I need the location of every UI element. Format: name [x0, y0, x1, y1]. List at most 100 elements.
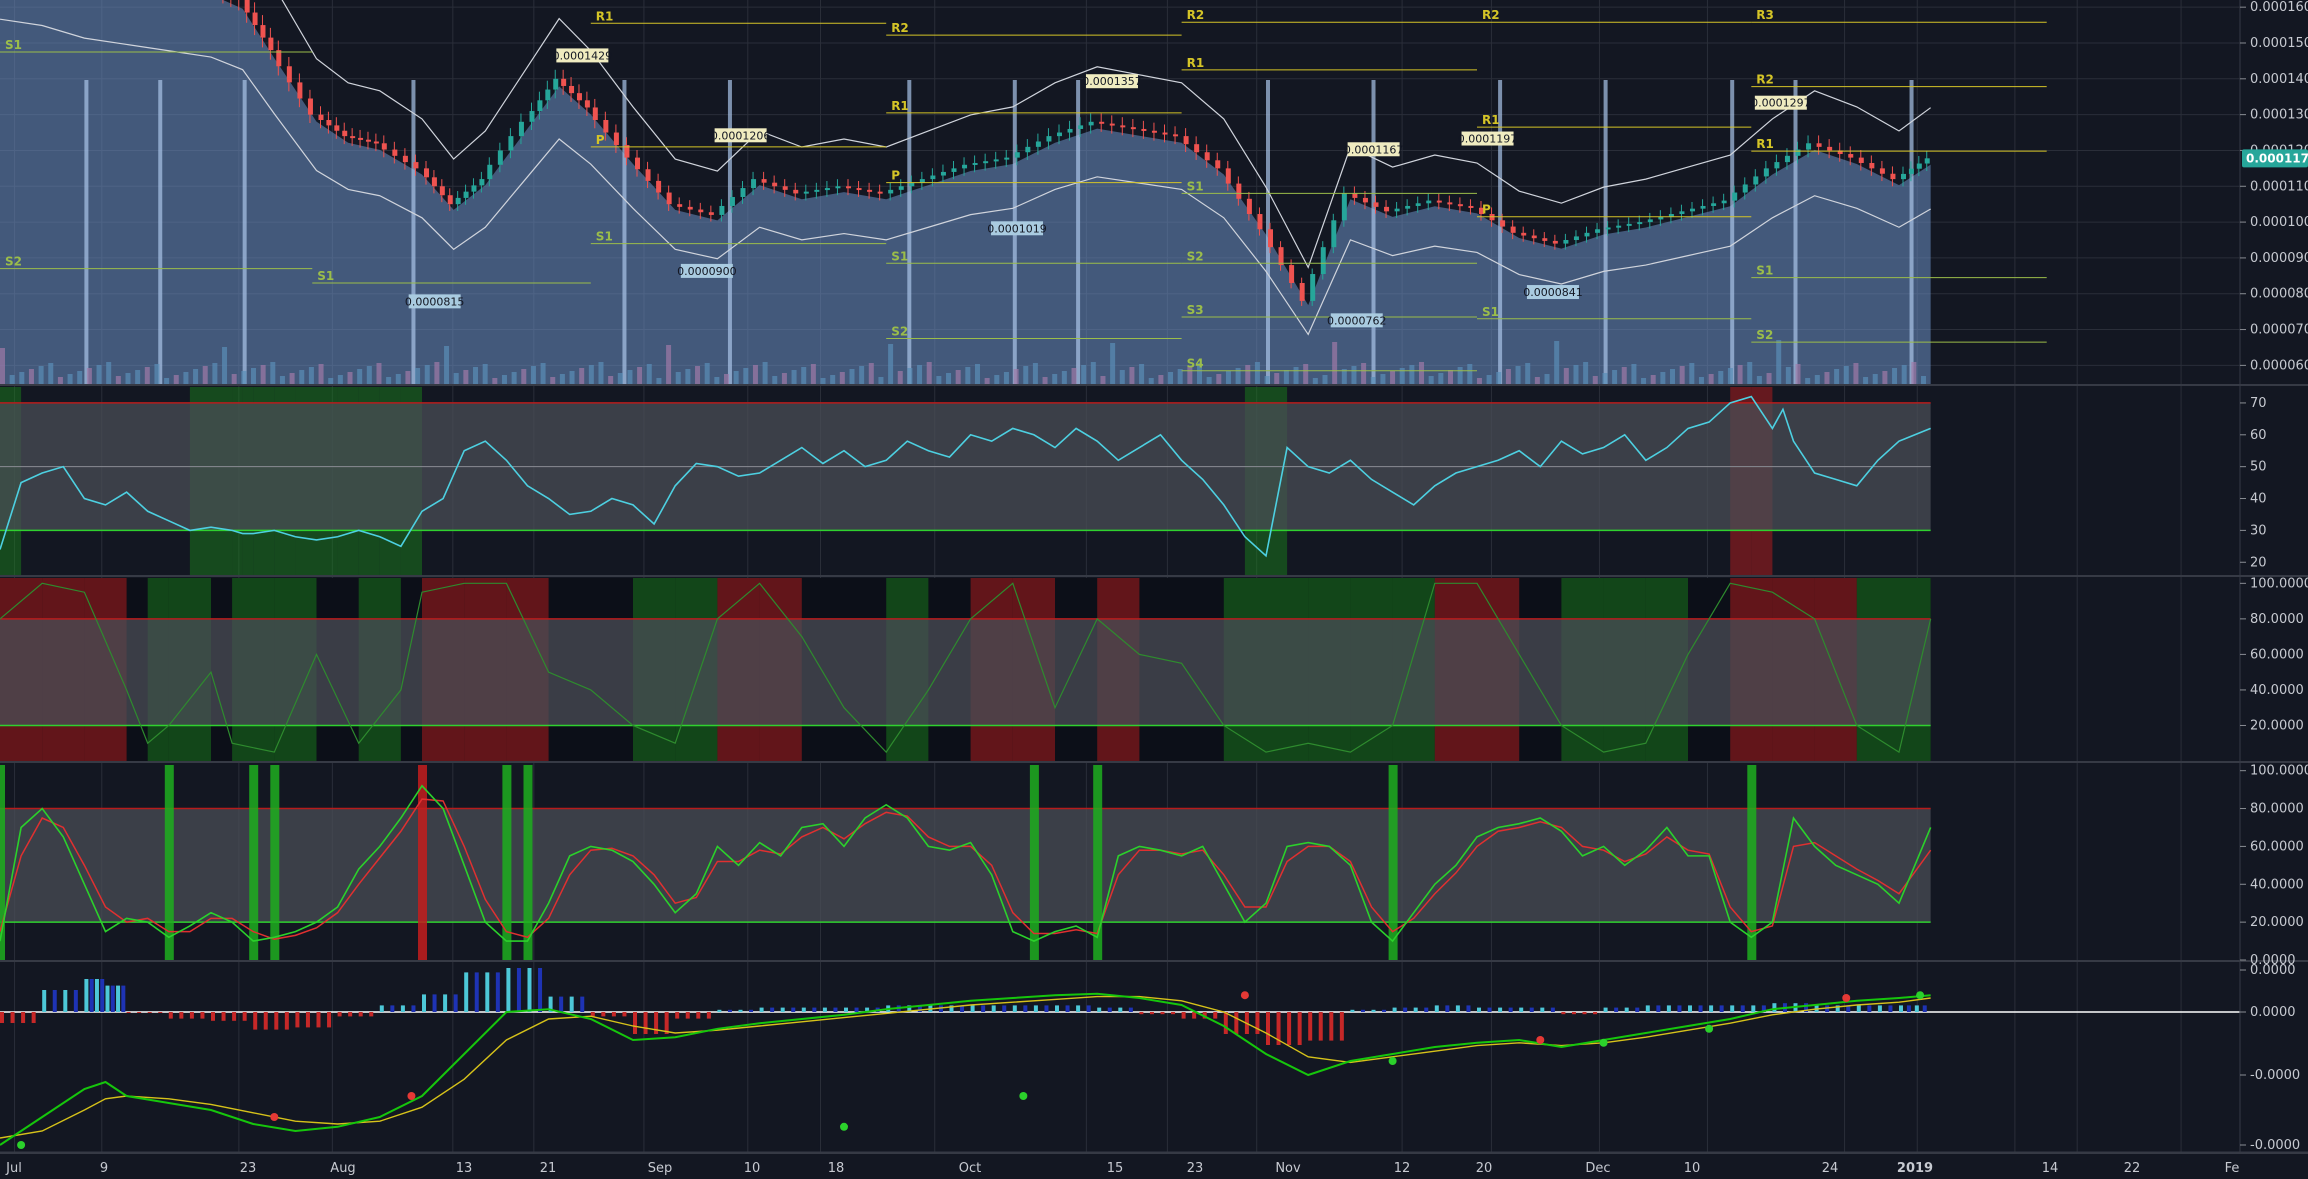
candle[interactable]: [635, 157, 640, 170]
candle[interactable]: [835, 186, 841, 189]
candle[interactable]: [993, 159, 999, 162]
candle[interactable]: [983, 161, 989, 164]
candle[interactable]: [1394, 208, 1400, 212]
candle[interactable]: [1647, 219, 1653, 223]
candle[interactable]: [276, 50, 282, 67]
candle[interactable]: [1658, 216, 1664, 220]
candle[interactable]: [824, 188, 830, 191]
candle[interactable]: [576, 93, 582, 101]
candle[interactable]: [553, 78, 559, 90]
candle[interactable]: [1531, 235, 1537, 239]
candle[interactable]: [1130, 127, 1136, 130]
candle[interactable]: [1384, 206, 1390, 212]
candle[interactable]: [1057, 132, 1062, 137]
candle[interactable]: [1183, 136, 1189, 145]
candle[interactable]: [1784, 155, 1790, 163]
candle[interactable]: [1373, 202, 1379, 207]
candle[interactable]: [268, 37, 274, 51]
candle[interactable]: [1742, 184, 1748, 193]
candle[interactable]: [297, 82, 303, 99]
candle[interactable]: [1436, 200, 1442, 203]
candle[interactable]: [898, 186, 904, 190]
candle[interactable]: [1236, 183, 1242, 199]
candle[interactable]: [1700, 205, 1706, 209]
candle[interactable]: [358, 137, 364, 140]
candle[interactable]: [930, 175, 936, 180]
candle[interactable]: [1626, 223, 1632, 226]
candle[interactable]: [497, 150, 503, 165]
candle[interactable]: [487, 164, 493, 180]
candle[interactable]: [1479, 207, 1484, 215]
candle[interactable]: [803, 191, 809, 194]
candle[interactable]: [1679, 211, 1685, 215]
candle[interactable]: [439, 186, 445, 196]
candle[interactable]: [1109, 123, 1115, 126]
candle[interactable]: [365, 139, 371, 142]
candle[interactable]: [1827, 146, 1833, 151]
candle[interactable]: [537, 100, 543, 112]
candle[interactable]: [318, 114, 324, 120]
candle[interactable]: [1362, 197, 1368, 203]
candle[interactable]: [1521, 232, 1527, 236]
candle[interactable]: [342, 130, 348, 137]
candle[interactable]: [584, 100, 590, 108]
candle[interactable]: [708, 212, 714, 215]
candle[interactable]: [334, 125, 340, 131]
candle[interactable]: [677, 204, 683, 207]
candle[interactable]: [1732, 192, 1738, 201]
candle[interactable]: [1141, 128, 1147, 131]
candle[interactable]: [1924, 158, 1930, 164]
macd-panel[interactable]: [0, 968, 2240, 1149]
candle[interactable]: [814, 189, 820, 192]
candle[interactable]: [772, 182, 778, 187]
candle[interactable]: [1331, 220, 1337, 248]
candle[interactable]: [1310, 274, 1316, 301]
candle[interactable]: [940, 171, 946, 176]
candle[interactable]: [569, 85, 575, 94]
candle[interactable]: [1173, 134, 1179, 137]
candle[interactable]: [1194, 144, 1200, 153]
candle[interactable]: [1415, 203, 1421, 206]
candle[interactable]: [1595, 229, 1601, 233]
candle[interactable]: [1299, 282, 1305, 301]
candle[interactable]: [909, 182, 915, 187]
stoch-k-line[interactable]: [0, 784, 1932, 943]
candle[interactable]: [1908, 168, 1914, 174]
candle[interactable]: [1500, 220, 1506, 227]
candle[interactable]: [381, 143, 387, 150]
candle[interactable]: [1890, 173, 1896, 180]
candle[interactable]: [656, 180, 662, 193]
candle[interactable]: [307, 98, 313, 115]
candle[interactable]: [1320, 247, 1326, 275]
candle[interactable]: [888, 189, 894, 194]
candle[interactable]: [1204, 152, 1210, 161]
candle[interactable]: [424, 168, 429, 178]
candle[interactable]: [624, 145, 630, 158]
candle[interactable]: [698, 209, 704, 213]
candle[interactable]: [1035, 141, 1041, 147]
candle[interactable]: [1067, 128, 1073, 133]
candle[interactable]: [1457, 204, 1463, 207]
candle[interactable]: [1795, 149, 1801, 156]
candle[interactable]: [447, 195, 453, 205]
candle[interactable]: [1257, 214, 1263, 230]
candle[interactable]: [687, 206, 693, 210]
candle[interactable]: [350, 136, 356, 139]
candle[interactable]: [1215, 160, 1221, 169]
candle[interactable]: [867, 189, 873, 192]
candle[interactable]: [1879, 168, 1885, 174]
candle[interactable]: [1858, 157, 1864, 163]
candle[interactable]: [846, 186, 851, 189]
candle[interactable]: [471, 185, 477, 192]
macd-line[interactable]: [0, 992, 1931, 1146]
candle[interactable]: [1605, 227, 1611, 230]
candle[interactable]: [1848, 154, 1854, 158]
candle[interactable]: [782, 186, 788, 190]
candle[interactable]: [1816, 143, 1822, 147]
candle[interactable]: [919, 179, 925, 183]
candle[interactable]: [1468, 205, 1474, 208]
candle[interactable]: [1552, 240, 1558, 244]
candle[interactable]: [479, 179, 485, 186]
candle[interactable]: [1637, 222, 1643, 225]
candle[interactable]: [1721, 200, 1727, 204]
